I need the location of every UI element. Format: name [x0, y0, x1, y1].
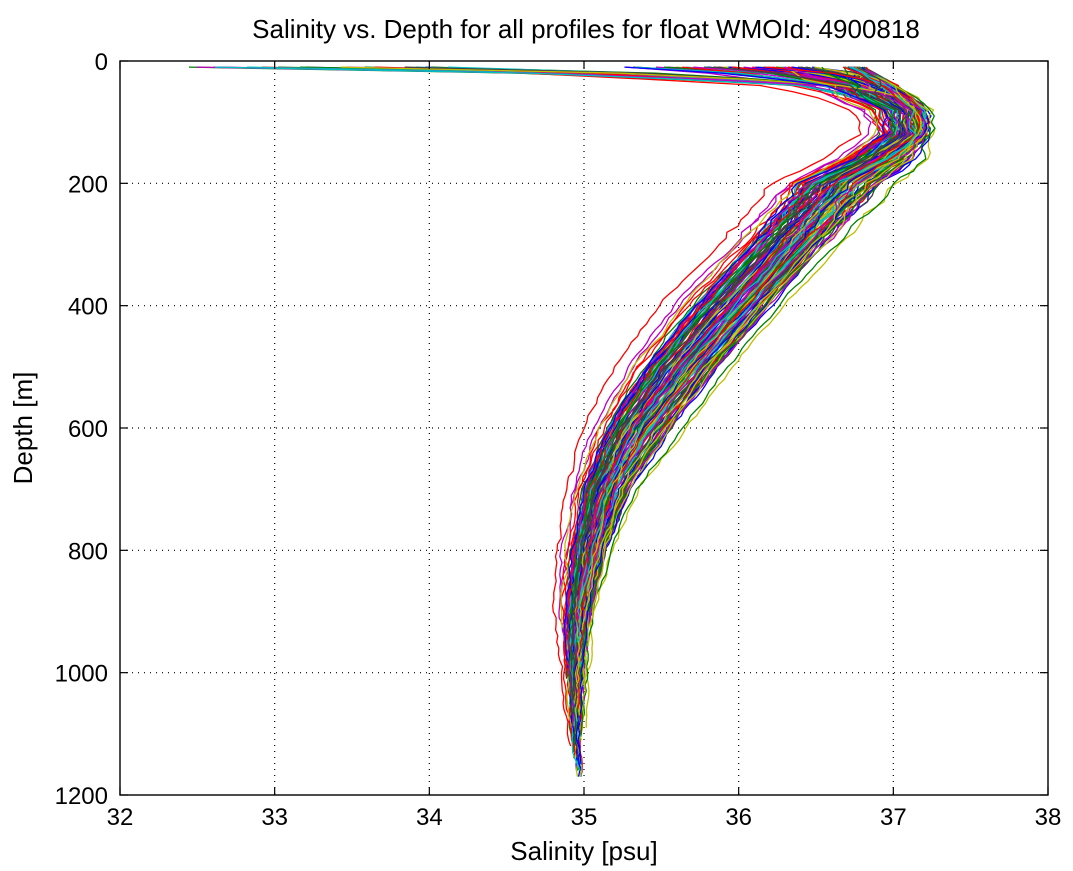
profile-line	[305, 66, 886, 722]
profile-line	[559, 66, 872, 600]
profile-line	[578, 66, 926, 741]
profile-line	[196, 66, 921, 618]
profile-line	[581, 66, 922, 630]
x-tick-label: 37	[880, 804, 907, 831]
x-axis: 32 33 34 35 36 37 38	[107, 61, 1062, 831]
profile-line	[188, 66, 897, 771]
x-tick-label: 38	[1035, 804, 1062, 831]
y-tick-label: 600	[68, 416, 108, 443]
profiles-group	[188, 66, 936, 777]
y-axis-label: Depth [m]	[8, 372, 38, 485]
x-tick-label: 34	[416, 804, 443, 831]
y-tick-label: 0	[95, 49, 108, 76]
profile-line	[587, 66, 926, 600]
profile-line	[215, 66, 899, 643]
profile-line	[575, 66, 917, 637]
x-tick-label: 33	[261, 804, 288, 831]
y-axis: 0 200 400 600 800 1000 1200	[55, 49, 1048, 810]
profile-line	[564, 66, 894, 728]
profile-line	[578, 66, 929, 741]
profile-line	[568, 66, 897, 624]
profile-line	[560, 66, 878, 728]
chart-title: Salinity vs. Depth for all profiles for …	[252, 14, 920, 44]
profile-line	[261, 66, 862, 747]
profile-line	[404, 66, 918, 606]
y-tick-label: 800	[68, 538, 108, 565]
profile-line	[563, 66, 889, 661]
profile-line	[578, 66, 922, 741]
profile-line	[572, 66, 906, 618]
profile-line	[577, 66, 923, 710]
x-tick-label: 32	[107, 804, 134, 831]
x-tick-label: 35	[571, 804, 598, 831]
y-tick-label: 400	[68, 294, 108, 321]
y-tick-label: 200	[68, 171, 108, 198]
x-axis-label: Salinity [psu]	[510, 836, 657, 866]
profile-line	[576, 66, 917, 643]
profile-line	[570, 66, 906, 759]
profile-line	[573, 66, 909, 618]
y-tick-label: 1000	[55, 661, 108, 688]
profile-line	[567, 66, 894, 734]
x-tick-label: 36	[725, 804, 752, 831]
profile-line	[566, 66, 888, 655]
y-tick-label: 1200	[55, 783, 108, 810]
